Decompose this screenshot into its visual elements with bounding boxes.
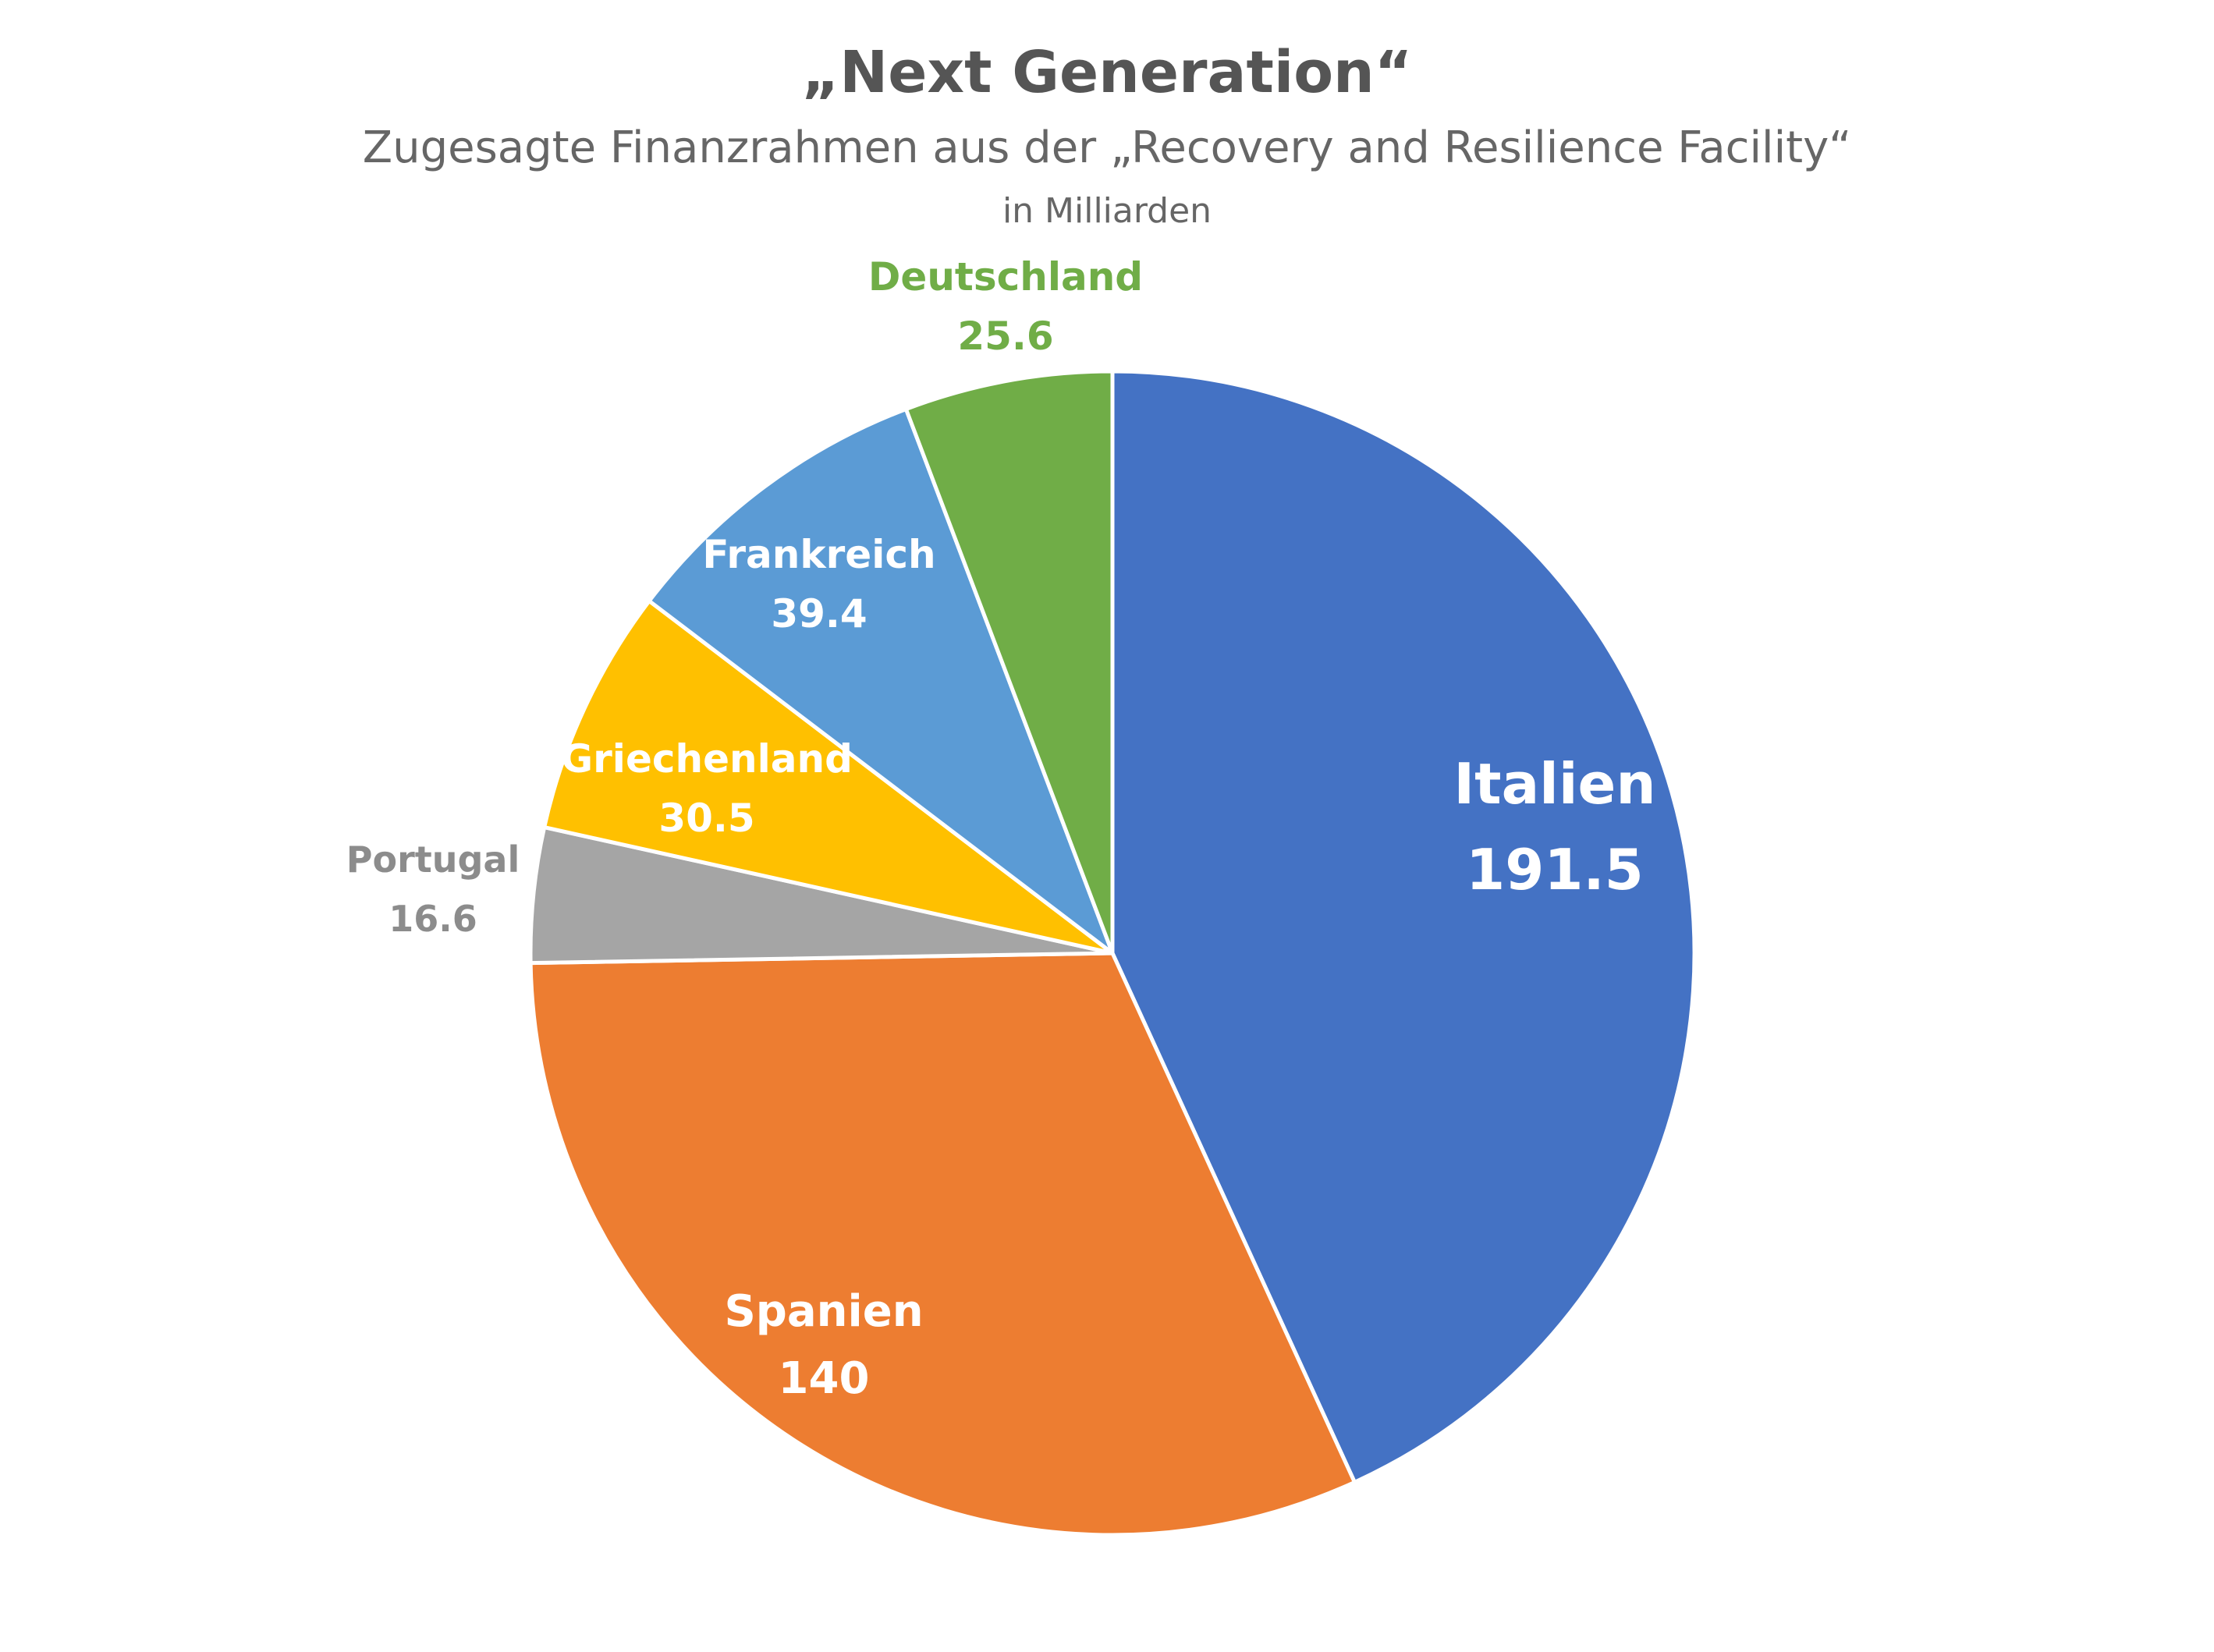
slice-value-frankreich: 39.4 bbox=[771, 591, 867, 636]
slice-label-griechenland: Griechenland bbox=[561, 736, 853, 782]
slice-label-portugal: Portugal bbox=[346, 838, 520, 881]
slice-value-portugal: 16.6 bbox=[389, 898, 477, 940]
pie-slice-deutschland bbox=[903, 369, 1115, 955]
chart-unit: in Milliarden bbox=[1002, 191, 1212, 231]
slice-label-deutschland: Deutschland bbox=[868, 254, 1143, 300]
slice-label-italien: Italien bbox=[1453, 751, 1655, 817]
pie-slice-italien bbox=[1110, 369, 1697, 1484]
slice-labels: Italien 191.5 Spanien 140 Portugal 16.6 Griech… bbox=[346, 254, 1656, 1404]
pie-slices bbox=[528, 369, 1697, 1537]
pie-slice-frankreich bbox=[647, 407, 1115, 955]
slice-label-spanien: Spanien bbox=[724, 1286, 923, 1337]
slice-value-griechenland: 30.5 bbox=[658, 796, 754, 841]
chart-title: „Next Generation“ bbox=[802, 39, 1413, 106]
pie-slice-griechenland bbox=[542, 598, 1115, 955]
slice-label-frankreich: Frankreich bbox=[702, 532, 935, 577]
slice-value-italien: 191.5 bbox=[1466, 837, 1644, 902]
slice-value-spanien: 140 bbox=[779, 1353, 870, 1404]
chart-subtitle: Zugesagte Finanzrahmen aus der „Recovery… bbox=[363, 122, 1852, 173]
pie-slice-spanien bbox=[528, 951, 1357, 1537]
slice-value-deutschland: 25.6 bbox=[957, 314, 1053, 359]
